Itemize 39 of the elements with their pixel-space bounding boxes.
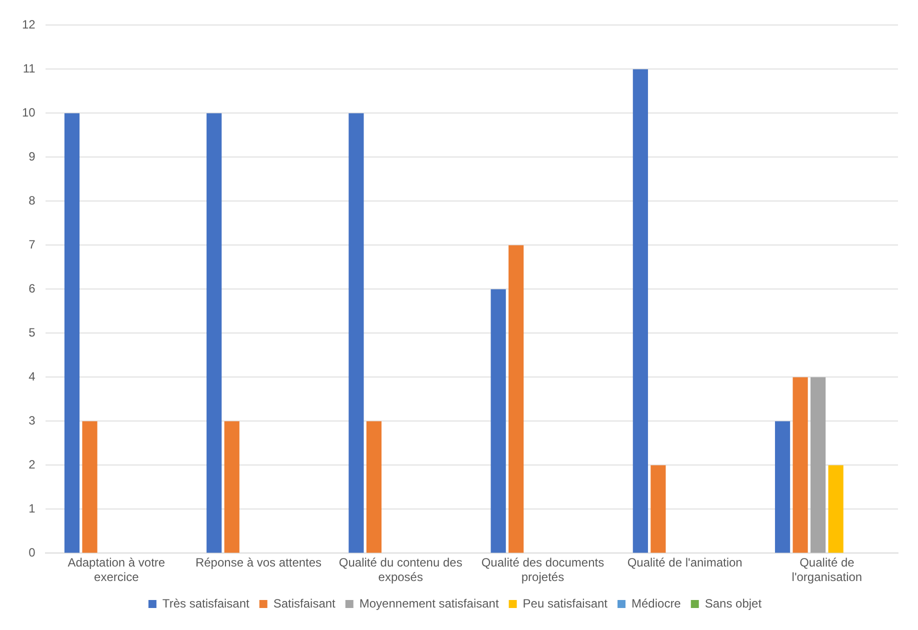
legend-label: Médiocre	[632, 596, 682, 610]
x-tick-label: Réponse à vos attentes	[195, 556, 322, 570]
legend-label: Moyennement satisfaisant	[359, 596, 500, 610]
y-tick-label: 1	[28, 502, 36, 516]
y-tick-label: 5	[28, 326, 36, 340]
bar	[632, 69, 648, 553]
y-tick-label: 7	[28, 238, 36, 252]
y-tick-label: 9	[28, 150, 36, 164]
bar	[82, 421, 98, 553]
bar	[508, 245, 524, 553]
x-tick-label: Adaptation à votre exercice	[68, 556, 166, 584]
bar	[366, 421, 382, 553]
bar	[792, 377, 808, 553]
bar	[206, 113, 222, 553]
legend-label: Peu satisfaisant	[522, 596, 608, 610]
bar	[810, 377, 826, 553]
legend-label: Satisfaisant	[273, 596, 336, 610]
y-tick-label: 6	[28, 282, 36, 296]
y-tick-label: 8	[28, 194, 36, 208]
bar	[64, 113, 80, 553]
bar	[490, 289, 506, 553]
bar	[348, 113, 364, 553]
y-tick-label: 3	[28, 414, 36, 428]
y-tick-label: 2	[28, 458, 36, 472]
bar	[650, 465, 666, 553]
y-tick-label: 11	[22, 62, 36, 76]
bar	[224, 421, 240, 553]
bar	[774, 421, 790, 553]
x-tick-label: Qualité des documents projetés	[481, 556, 604, 584]
y-tick-label: 0	[28, 546, 36, 560]
y-tick-label: 4	[28, 370, 36, 384]
bar	[828, 465, 844, 553]
x-tick-label: Qualité de l'animation	[627, 556, 742, 570]
x-tick-label: Qualité de l'organisation	[792, 556, 862, 584]
y-tick-label: 10	[22, 106, 36, 120]
legend-label: Très satisfaisant	[162, 596, 250, 610]
y-tick-label: 12	[22, 18, 36, 32]
x-tick-label: Qualité du contenu des exposés	[338, 556, 462, 584]
legend-label: Sans objet	[704, 596, 762, 610]
